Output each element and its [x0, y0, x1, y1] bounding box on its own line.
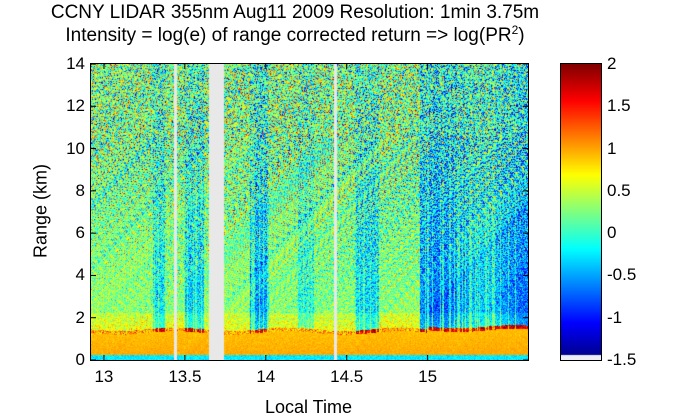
title-superscript: 2: [511, 23, 519, 37]
heatmap-image: [91, 64, 528, 360]
colorbar-gradient: [561, 64, 601, 360]
colorbar-tick-label: 0: [607, 223, 617, 243]
y-tick-label: 6: [75, 223, 85, 243]
x-tick-label: 15: [418, 367, 438, 386]
y-tick-label: 12: [66, 96, 85, 116]
colorbar-tick-label: -1: [607, 307, 623, 327]
x-axis-label: Local Time: [264, 397, 353, 417]
colorbar-tick-label: -1.5: [607, 350, 637, 369]
title-line2-close: ): [518, 25, 525, 46]
colorbar-tick-label: 1.5: [607, 96, 631, 116]
x-tick-label: 13: [94, 367, 114, 386]
colorbar-tick-label: 0.5: [607, 180, 631, 200]
x-tick-label: 13.5: [168, 367, 202, 386]
y-tick-label: 10: [66, 138, 85, 158]
y-tick-label: 0: [75, 350, 85, 369]
y-axis-label: Range (km): [30, 163, 51, 259]
colorbar: [560, 63, 602, 361]
title-line2-text: Intensity = log(e) of range corrected re…: [65, 25, 512, 46]
heatmap-plot-area: [90, 63, 529, 361]
colorbar-tick-label: 1: [607, 138, 617, 158]
chart-title-line2: Intensity = log(e) of range corrected re…: [0, 23, 590, 47]
y-tick-label: 8: [75, 180, 85, 200]
x-tick-label: 14: [256, 367, 276, 386]
y-tick-label: 4: [75, 265, 85, 285]
x-tick-label: 14.5: [330, 367, 364, 386]
colorbar-tick-label: -0.5: [607, 265, 637, 285]
axis-ticks-layer: [91, 64, 528, 360]
y-tick-label: 14: [66, 54, 85, 73]
colorbar-tick-label: 2: [607, 54, 617, 73]
y-tick-label: 2: [75, 307, 85, 327]
chart-title-line1: CCNY LIDAR 355nm Aug11 2009 Resolution: …: [50, 2, 540, 23]
